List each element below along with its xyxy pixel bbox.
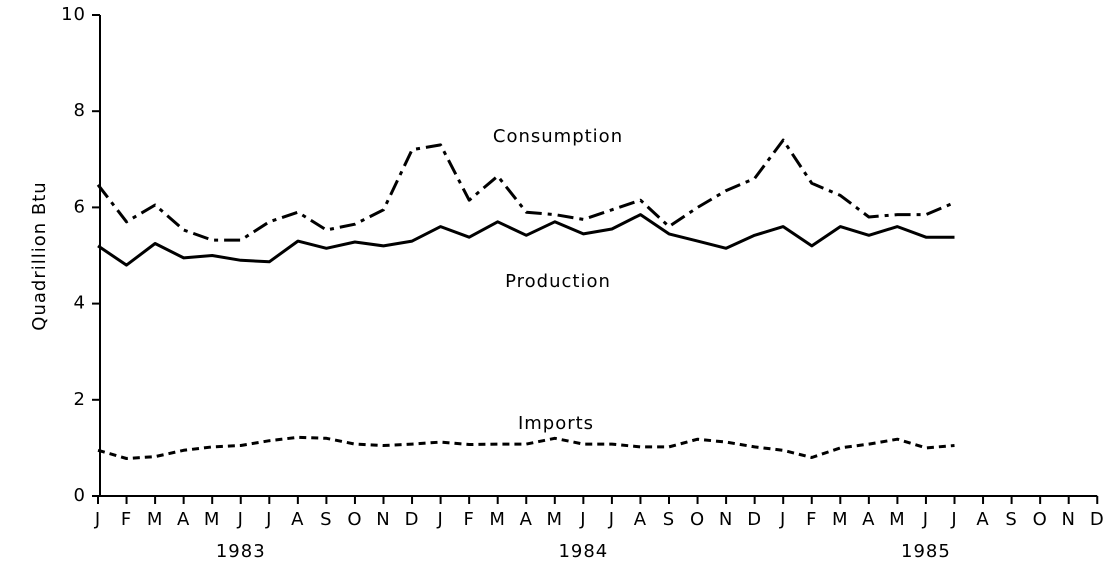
- x-tick-label: F: [463, 509, 474, 530]
- x-tick-label: D: [747, 509, 762, 530]
- y-tick-label: 4: [74, 293, 86, 314]
- y-tick-label: 6: [74, 196, 86, 217]
- y-tick-label: 2: [74, 389, 86, 410]
- x-tick-label: N: [376, 509, 390, 530]
- x-tick-label: D: [405, 509, 420, 530]
- x-tick-label: D: [1090, 509, 1105, 530]
- x-tick-label: J: [94, 509, 101, 530]
- x-tick-label: O: [1033, 509, 1048, 530]
- x-tick-label: F: [121, 509, 132, 530]
- x-tick-label: A: [634, 509, 647, 530]
- x-tick-label: M: [832, 509, 849, 530]
- x-tick-label: M: [889, 509, 906, 530]
- y-axis-label: Quadrillion Btu: [29, 181, 50, 330]
- y-tick-label: 8: [74, 100, 86, 121]
- series-label: Production: [505, 271, 611, 292]
- x-tick-label: M: [204, 509, 221, 530]
- x-tick-label: F: [806, 509, 817, 530]
- x-tick-label: M: [547, 509, 564, 530]
- x-tick-label: J: [779, 509, 786, 530]
- y-tick-label: 0: [74, 485, 86, 506]
- x-tick-label: A: [862, 509, 875, 530]
- series-label: Consumption: [493, 126, 623, 147]
- x-tick-label: J: [579, 509, 586, 530]
- x-tick-label: A: [976, 509, 989, 530]
- x-tick-label: N: [719, 509, 733, 530]
- year-label: 1984: [558, 541, 608, 561]
- x-tick-label: J: [265, 509, 272, 530]
- x-tick-label: J: [436, 509, 443, 530]
- x-tick-label: A: [177, 509, 190, 530]
- x-tick-label: M: [489, 509, 506, 530]
- x-tick-label: J: [608, 509, 615, 530]
- x-tick-label: J: [950, 509, 957, 530]
- series-label: Imports: [518, 413, 594, 434]
- x-tick-label: M: [147, 509, 164, 530]
- y-tick-label: 10: [61, 4, 86, 25]
- year-label: 1983: [216, 541, 266, 561]
- series-line: [97, 435, 955, 460]
- x-tick-label: O: [347, 509, 362, 530]
- x-tick-label: A: [291, 509, 304, 530]
- x-tick-label: J: [237, 509, 244, 530]
- year-label: 1985: [901, 541, 951, 561]
- series-line: [96, 138, 956, 242]
- x-tick-label: O: [690, 509, 705, 530]
- x-tick-label: S: [663, 509, 675, 530]
- x-tick-label: S: [320, 509, 332, 530]
- x-tick-label: S: [1005, 509, 1017, 530]
- series-line: [97, 213, 955, 267]
- x-tick-label: J: [922, 509, 929, 530]
- x-tick-label: A: [520, 509, 533, 530]
- x-tick-label: N: [1061, 509, 1075, 530]
